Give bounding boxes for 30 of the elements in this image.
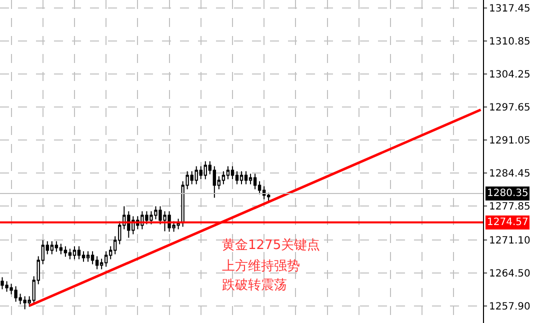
y-tick-label: 1310.85 bbox=[489, 36, 530, 48]
y-tick-label: 1271.10 bbox=[489, 235, 530, 246]
candlestick bbox=[64, 246, 68, 258]
ref-line-label: 1274.57 bbox=[487, 217, 528, 228]
candlestick bbox=[240, 170, 244, 185]
candlestick bbox=[59, 243, 63, 255]
candlestick bbox=[86, 250, 90, 262]
candlestick bbox=[54, 240, 58, 252]
y-tick-label: 1257.90 bbox=[489, 301, 530, 312]
annotation: 黄金1275关键点 bbox=[222, 238, 320, 253]
ref-line-label: 1280.35 bbox=[487, 188, 528, 199]
y-tick-label: 1277.85 bbox=[489, 202, 530, 212]
candlestick bbox=[72, 246, 76, 260]
candlestick bbox=[95, 256, 99, 270]
annotation: 跌破转震荡 bbox=[222, 278, 287, 293]
candlestick bbox=[82, 250, 86, 262]
candlestick bbox=[77, 246, 81, 260]
y-tick-label: 1264.50 bbox=[489, 268, 530, 280]
candlestick bbox=[68, 248, 72, 260]
candlestick bbox=[50, 240, 54, 255]
y-tick-label: 1297.65 bbox=[489, 102, 530, 114]
y-tick-label: 1317.45 bbox=[489, 4, 530, 14]
candlestick bbox=[104, 250, 108, 268]
candlestick bbox=[235, 170, 239, 185]
annotation: 上方维持强势 bbox=[222, 258, 300, 274]
y-tick-label: 1304.25 bbox=[489, 70, 530, 80]
y-tick-label: 1291.05 bbox=[489, 136, 530, 146]
candlestick bbox=[212, 166, 216, 198]
candlestick bbox=[244, 170, 248, 185]
y-tick-label: 1284.45 bbox=[489, 168, 530, 180]
